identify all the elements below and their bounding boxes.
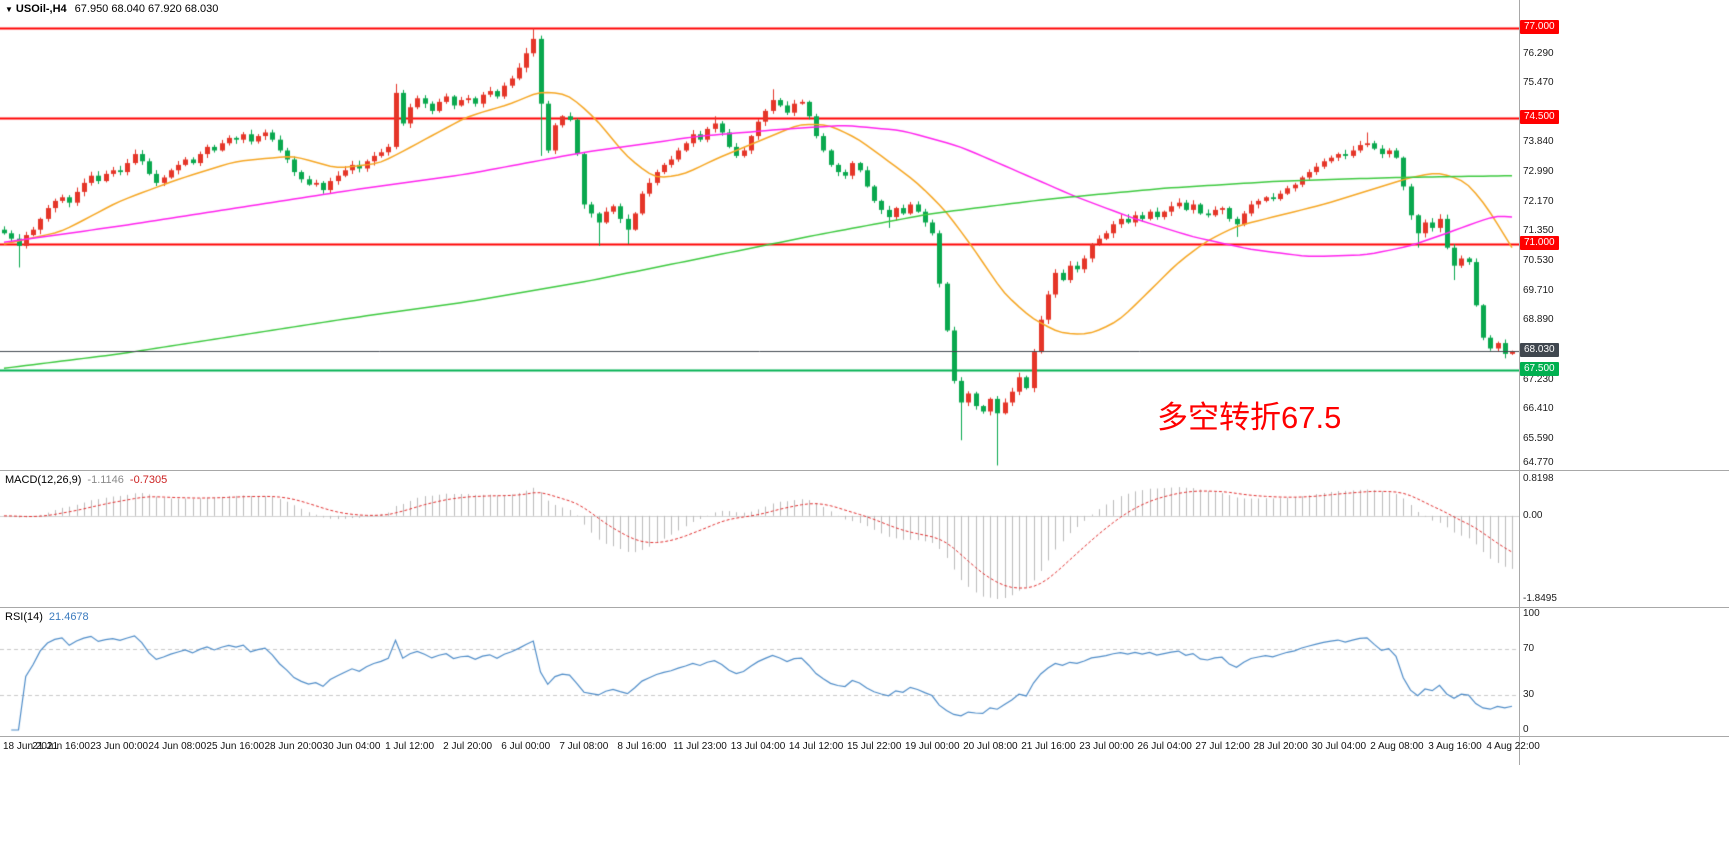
time-axis-label: 14 Jul 12:00: [788, 741, 844, 752]
time-axis-label: 1 Jul 12:00: [385, 741, 435, 752]
time-axis-label: 30 Jun 04:00: [322, 741, 381, 752]
price-axis-label: 68.890: [1523, 314, 1554, 326]
time-axis-label: 2 Jul 20:00: [443, 741, 493, 752]
macd-scale-label: -1.8495: [1523, 593, 1557, 604]
current-price-label: 68.030: [1520, 343, 1559, 357]
macd-main-value: -1.1146: [87, 474, 124, 486]
rsi-scale-label: 0: [1523, 724, 1529, 735]
time-axis-label: 24 Jun 08:00: [148, 741, 207, 752]
macd-pane-canvas[interactable]: [0, 471, 1519, 607]
time-axis-label: 21 Jul 16:00: [1021, 741, 1076, 752]
price-axis-label: 66.410: [1523, 403, 1554, 415]
time-axis-label: 3 Aug 16:00: [1428, 741, 1482, 752]
time-axis-label: 30 Jul 04:00: [1311, 741, 1367, 752]
macd-name: MACD(12,26,9): [5, 474, 82, 486]
price-axis-label: 72.170: [1523, 195, 1554, 207]
price-axis-label: 70.530: [1523, 255, 1554, 266]
pane-divider[interactable]: [0, 736, 1729, 737]
time-axis-label: 8 Jul 16:00: [617, 741, 667, 752]
time-axis-label: 28 Jun 20:00: [264, 741, 323, 752]
time-axis-label: 27 Jul 12:00: [1195, 741, 1250, 752]
symbol-timeframe-label: USOil-,H4: [15, 3, 67, 15]
price-line-label: 74.500: [1520, 110, 1559, 125]
price-axis-border: [1519, 0, 1520, 765]
price-axis-label: 64.770: [1523, 457, 1554, 468]
price-axis-label: 73.840: [1523, 135, 1554, 147]
rsi-scale-label: 70: [1523, 642, 1535, 654]
price-line-label: 67.500: [1520, 362, 1559, 377]
pane-divider[interactable]: [0, 470, 1729, 471]
time-axis-label: 7 Jul 08:00: [559, 741, 609, 752]
chart-header: ▼ USOil-,H4 67.950 68.040 67.920 68.030: [5, 3, 218, 15]
macd-signal-value: -0.7305: [129, 474, 168, 486]
time-axis-label: 28 Jul 20:00: [1253, 741, 1309, 752]
price-axis-label: 69.710: [1523, 284, 1554, 296]
chevron-down-icon[interactable]: ▼: [5, 5, 13, 14]
time-axis-label: 4 Aug 22:00: [1486, 741, 1540, 752]
time-axis-label: 15 Jul 22:00: [846, 741, 902, 752]
rsi-name: RSI(14): [5, 611, 43, 623]
time-axis-label: 13 Jul 04:00: [730, 741, 786, 752]
time-axis-label: 19 Jul 00:00: [905, 741, 960, 752]
rsi-scale-label: 30: [1523, 689, 1535, 701]
time-axis-label: 6 Jul 00:00: [501, 741, 551, 752]
chart-annotation-text[interactable]: 多空转折67.5: [1157, 400, 1342, 435]
price-axis-label: 71.350: [1523, 225, 1554, 237]
price-axis-label: 72.990: [1523, 166, 1554, 178]
ohlc-readout: 67.950 68.040 67.920 68.030: [74, 3, 219, 15]
price-axis-label: 75.470: [1523, 77, 1554, 89]
time-axis-label: 21 Jun 16:00: [32, 741, 90, 752]
price-axis-label: 65.590: [1523, 432, 1554, 444]
rsi-pane-canvas[interactable]: [0, 608, 1519, 736]
price-pane-canvas[interactable]: [0, 0, 1519, 470]
price-axis-label: 76.290: [1523, 47, 1554, 59]
price-axis-label: 67.230: [1523, 373, 1554, 385]
time-axis-label: 23 Jul 00:00: [1079, 741, 1134, 752]
time-axis-label: 2 Aug 08:00: [1370, 741, 1424, 752]
time-axis-label: 25 Jun 16:00: [206, 741, 265, 752]
rsi-scale-label: 100: [1523, 608, 1540, 619]
time-axis-label: 20 Jul 08:00: [963, 741, 1018, 752]
time-axis-label: 23 Jun 00:00: [90, 741, 149, 752]
time-axis-label: 18 Jun 2021: [3, 741, 59, 752]
time-axis-label: 26 Jul 04:00: [1137, 741, 1192, 752]
rsi-value: 21.4678: [48, 611, 89, 623]
pane-divider[interactable]: [0, 607, 1729, 608]
price-line-label: 77.000: [1520, 20, 1559, 35]
macd-scale-label: 0.00: [1523, 509, 1543, 521]
time-axis-label: 11 Jul 23:00: [673, 741, 727, 752]
macd-scale-label: 0.8198: [1523, 473, 1554, 484]
rsi-indicator-label: RSI(14) 21.4678: [5, 611, 89, 623]
price-line-label: 71.000: [1520, 236, 1559, 251]
macd-indicator-label: MACD(12,26,9) -1.1146 -0.7305: [5, 474, 167, 486]
